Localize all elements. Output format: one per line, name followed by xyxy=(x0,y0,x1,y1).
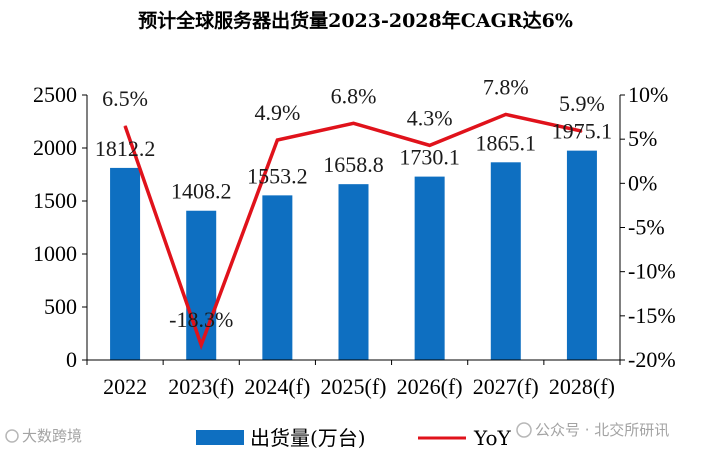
bar-2023(f) xyxy=(186,210,217,360)
bar-value-label: 1730.1 xyxy=(399,145,460,170)
x-tick-label: 2025(f) xyxy=(321,374,387,399)
ticks-layer: 0 500 1000 1500 2000 2500 -20% -15% -10% -5% 0% 5% 1… xyxy=(33,82,676,399)
right-tick-label: -15% xyxy=(628,303,676,328)
left-tick-label: 2500 xyxy=(33,82,77,107)
yoy-value-label: 5.9% xyxy=(559,91,605,116)
left-tick-label: 0 xyxy=(66,347,77,372)
bar-2024(f) xyxy=(262,195,293,360)
x-tick-label: 2022 xyxy=(103,374,147,399)
watermark: 大数跨境 公众号 · 北交所研讯 xyxy=(5,421,669,445)
left-tick-label: 2000 xyxy=(33,135,77,160)
watermark-left-text: 大数跨境 xyxy=(22,427,82,445)
bar-2028(f) xyxy=(566,150,597,360)
bar-value-label: 1658.8 xyxy=(323,152,384,177)
watermark-right-icon xyxy=(516,422,532,438)
right-tick-label: 10% xyxy=(628,82,668,107)
yoy-point-2028(f) xyxy=(581,130,583,132)
x-tick-label: 2023(f) xyxy=(168,374,234,399)
left-tick-label: 1000 xyxy=(33,241,77,266)
line-layer xyxy=(123,112,583,351)
yoy-point-2024(f) xyxy=(276,139,278,141)
legend: 出货量(万台) YoY xyxy=(196,426,512,450)
chart-title: 预计全球服务器出货量2023-2028年CAGR达6% xyxy=(138,10,573,32)
bar-2025(f) xyxy=(338,184,369,360)
yoy-value-label: 4.9% xyxy=(254,100,300,125)
yoy-value-label: 6.5% xyxy=(102,86,148,111)
yoy-point-2023(f) xyxy=(200,344,202,346)
labels-layer: 1812.2 1408.2 1553.2 1658.8 1730.1 1865.1 1975… xyxy=(95,74,612,332)
right-tick-label: -5% xyxy=(628,215,665,240)
watermark-left-icon xyxy=(5,429,19,443)
bar-value-label: 1553.2 xyxy=(247,163,308,188)
right-tick-label: 5% xyxy=(628,126,657,151)
bars-layer xyxy=(110,150,597,360)
bar-value-label: 1975.1 xyxy=(552,119,613,144)
yoy-point-2022 xyxy=(124,125,126,127)
bar-value-label: 1812.2 xyxy=(95,136,156,161)
bar-2027(f) xyxy=(490,162,521,360)
right-tick-label: -10% xyxy=(628,259,676,284)
bar-value-label: 1408.2 xyxy=(171,179,232,204)
legend-label-bar: 出货量(万台) xyxy=(250,426,366,450)
yoy-value-label: 4.3% xyxy=(407,105,453,130)
yoy-value-label: 6.8% xyxy=(331,83,377,108)
yoy-value-label: 7.8% xyxy=(483,74,529,99)
yoy-point-2027(f) xyxy=(505,113,507,115)
right-tick-label: 0% xyxy=(628,170,657,195)
legend-swatch-bar xyxy=(196,430,244,445)
left-tick-label: 1500 xyxy=(33,188,77,213)
right-tick-label: -20% xyxy=(628,347,676,372)
bar-2026(f) xyxy=(414,176,445,360)
yoy-point-2025(f) xyxy=(353,122,354,124)
x-tick-label: 2027(f) xyxy=(473,374,539,399)
x-tick-label: 2024(f) xyxy=(244,374,310,399)
x-tick-label: 2026(f) xyxy=(397,374,463,399)
watermark-right-text: 公众号 · 北交所研讯 xyxy=(535,421,669,439)
yoy-point-2026(f) xyxy=(429,144,431,146)
bar-value-label: 1865.1 xyxy=(476,130,537,155)
yoy-value-label: -18.3% xyxy=(169,307,233,332)
bar-2022 xyxy=(110,167,141,360)
x-tick-label: 2028(f) xyxy=(549,374,615,399)
legend-label-line: YoY xyxy=(473,426,512,450)
left-tick-label: 500 xyxy=(44,294,77,319)
